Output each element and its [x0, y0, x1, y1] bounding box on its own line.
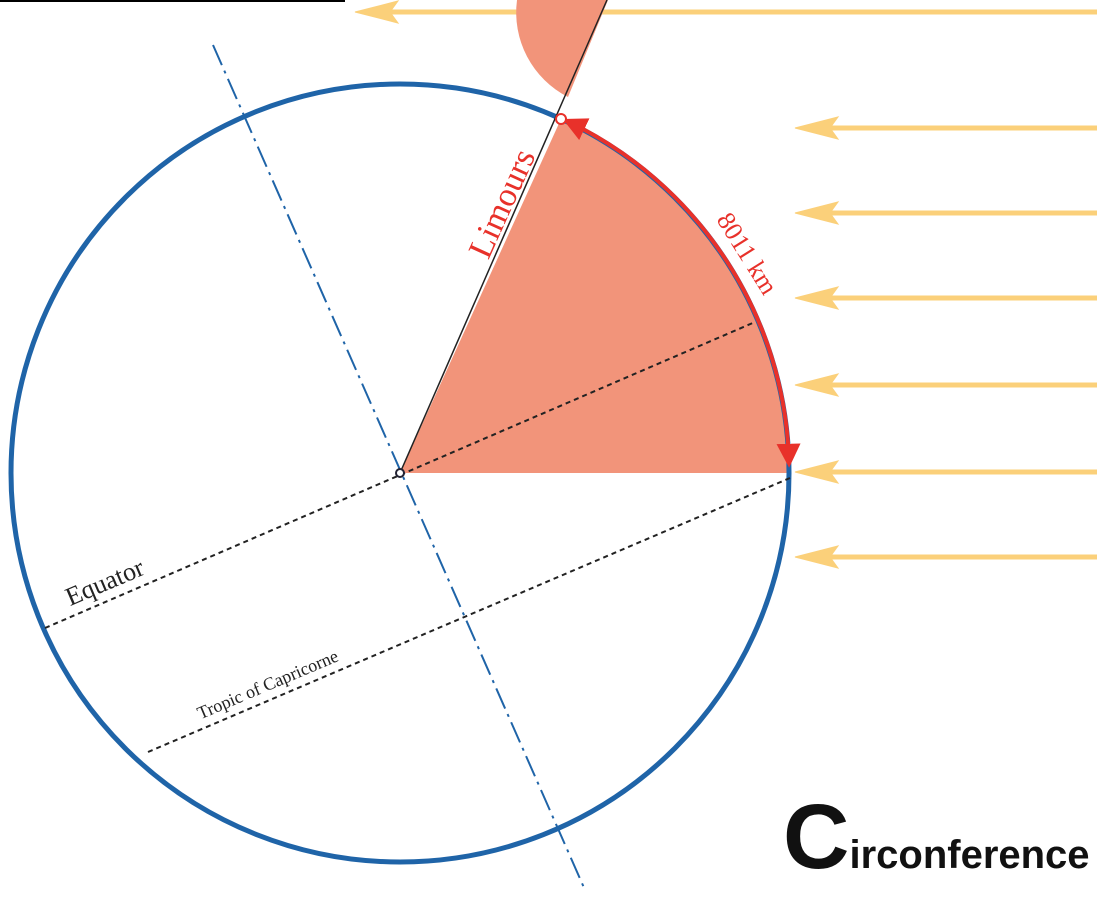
title: Circonference	[783, 786, 1090, 888]
center	[395, 468, 405, 478]
title-rest: irconference	[849, 833, 1089, 877]
arc	[562, 118, 801, 468]
title-initial: C	[783, 786, 849, 888]
top-angle	[516, 0, 608, 97]
limours-line	[399, 0, 608, 474]
equator-line	[44, 321, 756, 629]
sector	[400, 119, 789, 473]
tropic-line	[147, 477, 791, 753]
axis	[212, 44, 586, 891]
sun-rays	[354, 0, 1097, 569]
tropic-label: Tropic of Capricorne	[194, 646, 341, 724]
limours-point	[555, 113, 567, 125]
earth	[8, 81, 792, 865]
